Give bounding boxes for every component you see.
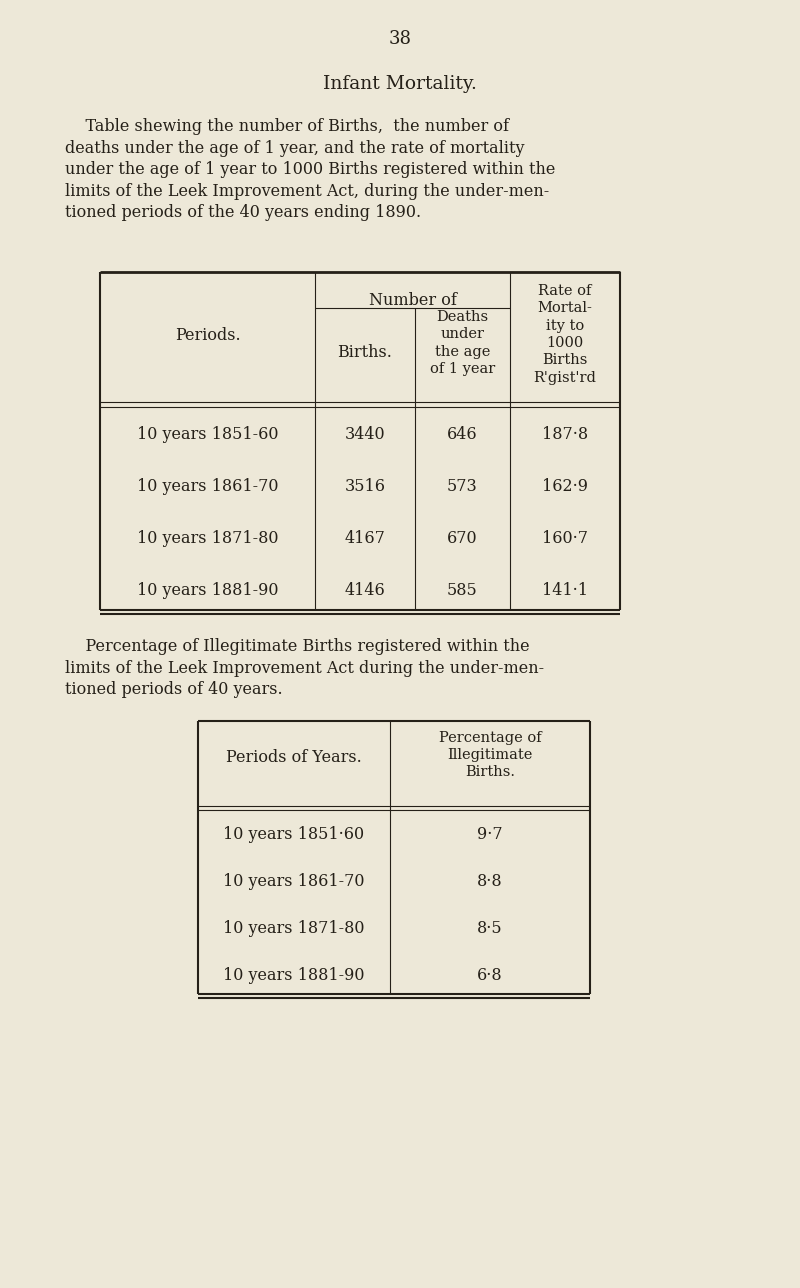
Text: Percentage of Illegitimate Births registered within the: Percentage of Illegitimate Births regist…	[65, 638, 530, 656]
Text: Periods.: Periods.	[174, 327, 240, 344]
Text: 10 years 1871-80: 10 years 1871-80	[137, 529, 278, 547]
Text: under the age of 1 year to 1000 Births registered within the: under the age of 1 year to 1000 Births r…	[65, 161, 555, 178]
Text: tioned periods of the 40 years ending 1890.: tioned periods of the 40 years ending 18…	[65, 204, 421, 222]
Text: Percentage of
Illegitimate
Births.: Percentage of Illegitimate Births.	[438, 730, 542, 779]
Text: 10 years 1851-60: 10 years 1851-60	[137, 426, 278, 443]
Text: 8·8: 8·8	[477, 873, 503, 890]
Text: 4146: 4146	[345, 582, 386, 599]
Text: Infant Mortality.: Infant Mortality.	[323, 75, 477, 93]
Text: 10 years 1871-80: 10 years 1871-80	[223, 920, 365, 936]
Text: 3516: 3516	[345, 478, 386, 495]
Text: Deaths
under
the age
of 1 year: Deaths under the age of 1 year	[430, 310, 495, 376]
Text: 38: 38	[389, 30, 411, 48]
Text: tioned periods of 40 years.: tioned periods of 40 years.	[65, 681, 282, 698]
Text: 9·7: 9·7	[477, 826, 503, 844]
Text: 10 years 1881-90: 10 years 1881-90	[137, 582, 278, 599]
Text: 10 years 1861-70: 10 years 1861-70	[223, 873, 365, 890]
Text: 6·8: 6·8	[477, 967, 503, 984]
Text: 646: 646	[447, 426, 478, 443]
Text: 4167: 4167	[345, 529, 386, 547]
Text: Number of: Number of	[369, 292, 457, 309]
Text: limits of the Leek Improvement Act during the under-men-: limits of the Leek Improvement Act durin…	[65, 659, 544, 676]
Text: 10 years 1861-70: 10 years 1861-70	[137, 478, 278, 495]
Text: 670: 670	[447, 529, 478, 547]
Text: deaths under the age of 1 year, and the rate of mortality: deaths under the age of 1 year, and the …	[65, 139, 525, 157]
Text: 162·9: 162·9	[542, 478, 588, 495]
Text: 187·8: 187·8	[542, 426, 588, 443]
Text: 3440: 3440	[345, 426, 386, 443]
Text: Rate of
Mortal-
ity to
1000
Births
R'gist'rd: Rate of Mortal- ity to 1000 Births R'gis…	[534, 283, 597, 385]
Text: 573: 573	[447, 478, 478, 495]
Text: 585: 585	[447, 582, 478, 599]
Text: limits of the Leek Improvement Act, during the under-men-: limits of the Leek Improvement Act, duri…	[65, 183, 550, 200]
Text: Periods of Years.: Periods of Years.	[226, 748, 362, 765]
Text: 10 years 1881-90: 10 years 1881-90	[223, 967, 365, 984]
Text: 8·5: 8·5	[477, 920, 503, 936]
Text: 10 years 1851·60: 10 years 1851·60	[223, 826, 365, 844]
Text: 160·7: 160·7	[542, 529, 588, 547]
Text: Births.: Births.	[338, 344, 393, 361]
Text: 141·1: 141·1	[542, 582, 588, 599]
Text: Table shewing the number of Births,  the number of: Table shewing the number of Births, the …	[65, 118, 509, 135]
